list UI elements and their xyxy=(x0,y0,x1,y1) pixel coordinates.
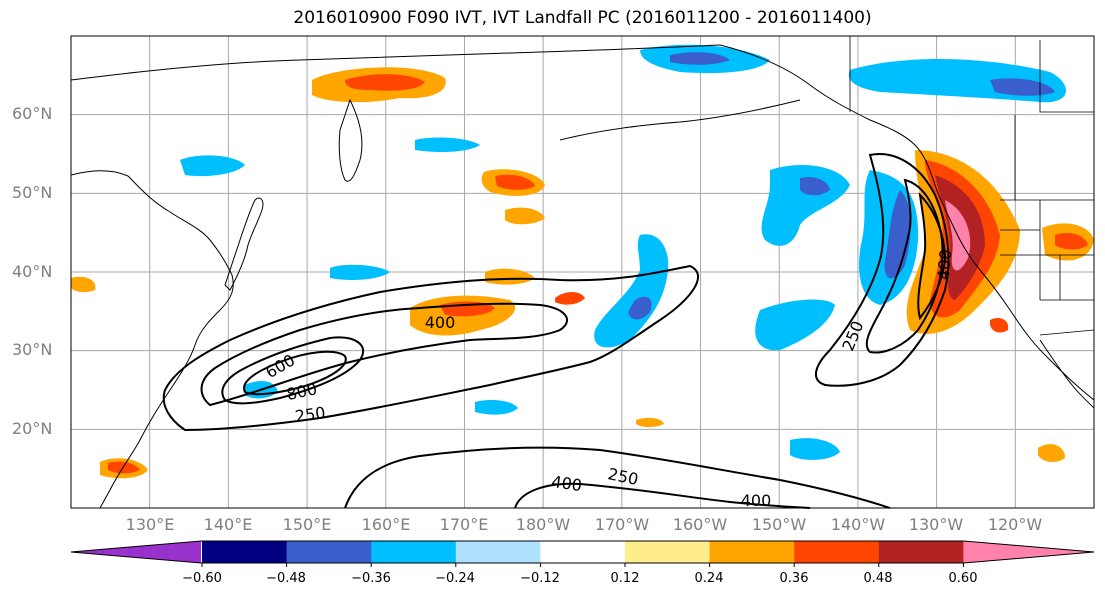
contour-250-east xyxy=(815,153,950,387)
lon-label: 140°E xyxy=(203,515,253,534)
lat-label: 40°N xyxy=(12,262,53,281)
contour-400-inner xyxy=(917,192,947,321)
shade-positive-small-4 xyxy=(636,417,664,427)
shade-positive-china xyxy=(71,276,96,293)
coast-aleutians xyxy=(559,99,801,141)
shade-negative-gulf-core xyxy=(800,177,830,196)
contour-label: 400 xyxy=(934,248,956,280)
lon-label: 130°W xyxy=(908,515,964,534)
colorbar-tick-label: −0.60 xyxy=(182,571,222,586)
contour-400-south xyxy=(514,482,811,509)
lon-label: 150°E xyxy=(282,515,332,534)
colorbar-segment xyxy=(286,541,372,563)
colorbar-segment xyxy=(709,541,795,563)
political-borders xyxy=(849,36,1095,336)
colorbar-tick-label: −0.12 xyxy=(520,571,560,586)
shade-negative-kuril xyxy=(330,264,390,280)
colorbar-segment xyxy=(794,541,880,563)
coast-kamchatka xyxy=(338,98,363,182)
shade-positive-aleutian-core xyxy=(495,174,535,190)
coast-alaska xyxy=(719,44,1095,401)
map-title: 2016010900 F090 IVT, IVT Landfall PC (20… xyxy=(293,8,872,28)
shade-negative-central xyxy=(594,234,669,348)
shade-negative-hawaii xyxy=(790,438,840,460)
contour-label: 400 xyxy=(425,313,456,332)
colorbar-segment xyxy=(202,541,288,563)
colorbar-tick-label: 0.12 xyxy=(610,571,640,586)
contour-600 xyxy=(221,336,365,405)
coast-asia xyxy=(70,170,234,509)
coastlines xyxy=(70,44,1095,509)
border-us-states xyxy=(1000,200,1094,301)
shade-positive-east-sub xyxy=(1038,444,1065,462)
contour-250-west xyxy=(162,264,700,432)
lon-label: 130°E xyxy=(125,515,175,534)
lon-label: 160°E xyxy=(361,515,411,534)
shade-negative-south xyxy=(475,400,518,415)
coast-japan xyxy=(224,197,264,291)
colorbar-tick-label: 0.60 xyxy=(948,571,978,586)
plot-frame xyxy=(70,35,1095,509)
lon-label: 170°E xyxy=(439,515,489,534)
contour-label: 400 xyxy=(550,472,583,495)
colorbar-segment xyxy=(455,541,541,563)
contour-label: 400 xyxy=(741,491,772,510)
coast-siberia xyxy=(70,44,721,81)
contour-800 xyxy=(243,350,347,396)
colorbar-segment xyxy=(878,541,964,563)
shade-negative-kamchatka xyxy=(415,137,480,153)
lon-label: 150°W xyxy=(751,515,807,534)
colorbar-tick-label: −0.48 xyxy=(266,571,306,586)
shade-negative-bering-core xyxy=(670,52,730,65)
colorbar-segment xyxy=(540,541,626,563)
shade-positive-jet-east xyxy=(555,292,585,305)
shade-negative-central-core xyxy=(628,296,652,320)
colorbar-tick-label: −0.36 xyxy=(351,571,391,586)
colorbar-outline xyxy=(70,540,1095,564)
colorbar-tick-label: 0.36 xyxy=(779,571,809,586)
shade-positive-small-1 xyxy=(505,207,545,225)
lon-label: 180°W xyxy=(515,515,571,534)
shade-negative-japan xyxy=(180,155,245,177)
shade-negative-subtropical xyxy=(755,299,835,351)
colorbar-tick-label: 0.48 xyxy=(863,571,893,586)
colorbar xyxy=(70,540,1095,567)
coast-baja xyxy=(1039,339,1095,409)
lat-label: 60°N xyxy=(12,104,53,123)
lon-label: 140°W xyxy=(830,515,886,534)
lon-label: 160°W xyxy=(672,515,728,534)
shade-negative-alaska-core xyxy=(990,78,1055,96)
shade-positive-mexico-core xyxy=(1055,233,1088,250)
shade-positive-sw-core xyxy=(108,461,140,474)
lat-label: 20°N xyxy=(12,419,53,438)
contour-400-west xyxy=(200,302,568,407)
colorbar-tick-label: −0.24 xyxy=(435,571,475,586)
lat-label: 30°N xyxy=(12,340,53,359)
lat-label: 50°N xyxy=(12,183,53,202)
shade-positive-okhotsk-core xyxy=(345,74,425,91)
colorbar-extend-max xyxy=(963,541,1094,563)
border-us-mexico xyxy=(1039,329,1095,336)
lon-label: 120°W xyxy=(987,515,1043,534)
colorbar-segment xyxy=(371,541,457,563)
lon-label: 170°W xyxy=(594,515,650,534)
colorbar-tick-label: 0.24 xyxy=(694,571,724,586)
shade-positive-small-2 xyxy=(485,268,535,285)
colorbar-segment xyxy=(625,541,711,563)
ivt-contours xyxy=(162,153,950,509)
contour-250-south xyxy=(344,446,891,509)
border-canada-prov xyxy=(1014,40,1094,200)
colorbar-extend-min xyxy=(71,541,201,563)
contour-label: 250 xyxy=(294,403,327,426)
shade-positive-small-3 xyxy=(990,318,1009,333)
gridlines xyxy=(71,36,1094,508)
